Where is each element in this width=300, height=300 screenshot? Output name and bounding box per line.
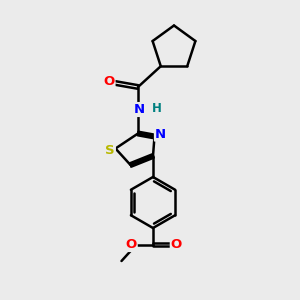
Text: S: S [105, 143, 115, 157]
Text: O: O [103, 75, 115, 88]
Text: H: H [152, 101, 161, 115]
Text: O: O [171, 238, 182, 251]
Text: N: N [155, 128, 166, 141]
Text: N: N [134, 103, 145, 116]
Text: O: O [125, 238, 137, 251]
